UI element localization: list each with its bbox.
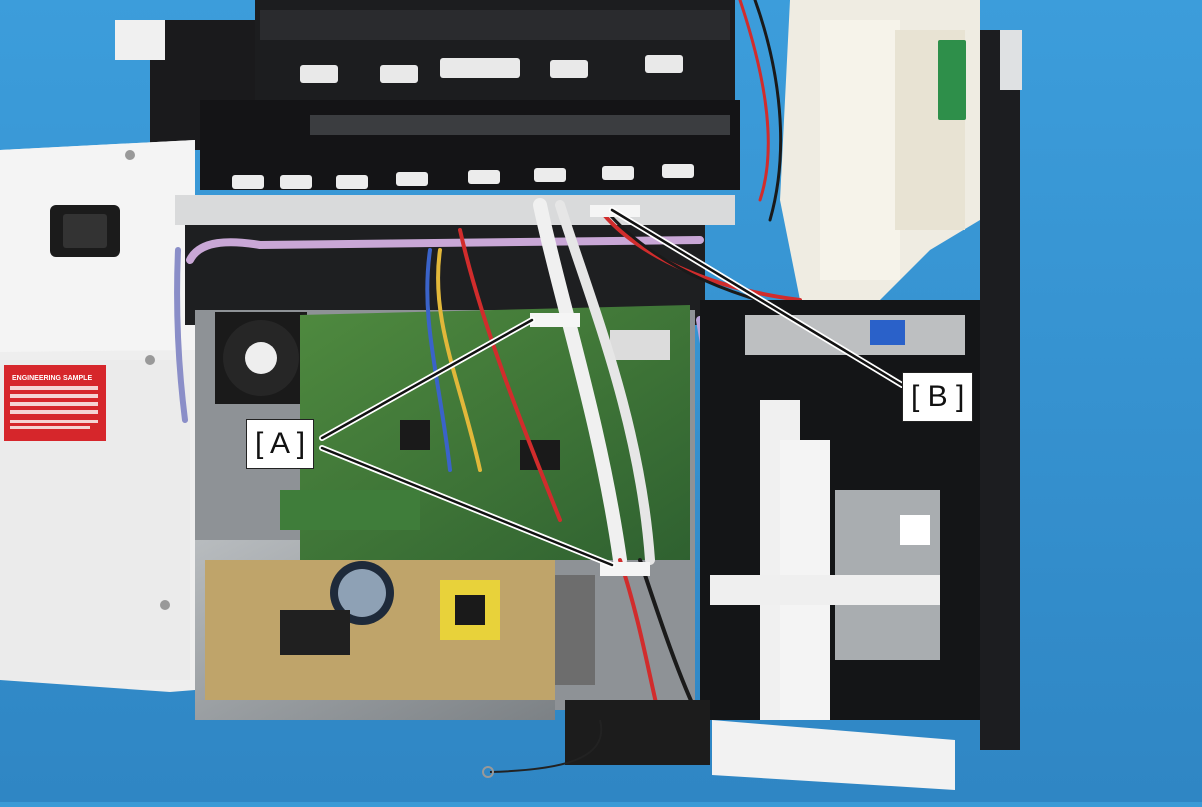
callout-label-b: [ B ] bbox=[902, 372, 974, 422]
engineering-sample-sticker: ENGINEERING SAMPLE bbox=[4, 365, 106, 441]
ground-wire bbox=[489, 719, 603, 773]
cooling-fan bbox=[215, 312, 307, 404]
right-mechanism bbox=[700, 300, 980, 720]
top-roller-assembly bbox=[115, 0, 740, 190]
power-supply-board bbox=[205, 560, 595, 700]
wire-clamp-a-upper bbox=[530, 313, 580, 327]
front-bottom-panel bbox=[712, 720, 955, 790]
callout-label-a: [ A ] bbox=[246, 419, 315, 469]
bottom-bracket bbox=[565, 700, 710, 765]
sticker-title: ENGINEERING SAMPLE bbox=[12, 375, 92, 382]
wire-clamp-b bbox=[590, 205, 640, 217]
wire-clamp-a-lower bbox=[600, 562, 650, 576]
